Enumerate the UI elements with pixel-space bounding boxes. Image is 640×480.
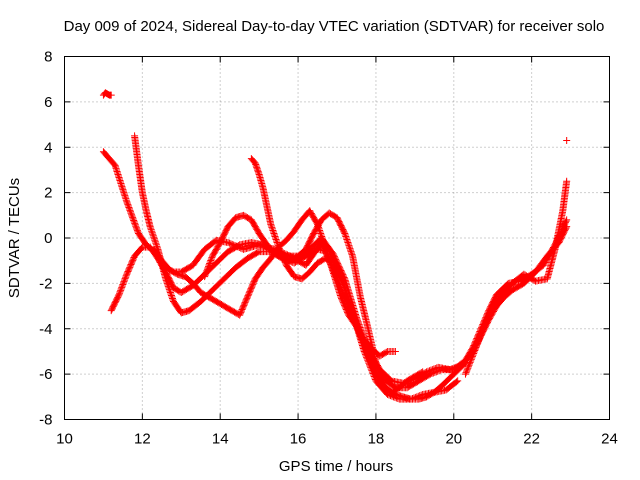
x-tick-label: 20 [445, 431, 462, 448]
chart-title: Day 009 of 2024, Sidereal Day-to-day VTE… [64, 18, 605, 35]
x-tick-label: 24 [601, 431, 618, 448]
series-track-9 [563, 136, 571, 144]
y-tick-label: 0 [44, 230, 52, 247]
x-tick-label: 10 [56, 431, 73, 448]
y-tick-label: 4 [44, 139, 52, 156]
x-tick-label: 22 [523, 431, 540, 448]
series-track-1 [99, 89, 115, 99]
series-track-8 [461, 177, 571, 378]
y-axis-label: SDTVAR / TECUs [6, 178, 23, 298]
y-tick-label: -2 [39, 275, 52, 292]
series-track-4 [131, 132, 462, 403]
y-tick-label: -4 [39, 321, 52, 338]
grid [64, 56, 610, 420]
y-tick-label: -6 [39, 366, 52, 383]
x-tick-label: 14 [212, 431, 229, 448]
y-tick-label: -8 [39, 412, 52, 429]
data-series [99, 89, 571, 403]
series-track-5 [201, 209, 427, 396]
x-tick-label: 18 [368, 431, 385, 448]
y-tick-label: 8 [44, 49, 52, 66]
y-tick-label: 2 [44, 185, 52, 202]
x-tick-label: 16 [290, 431, 307, 448]
series-track-7 [150, 207, 399, 360]
x-tick-label: 12 [134, 431, 151, 448]
y-tick-label: 6 [44, 94, 52, 111]
x-axis-label: GPS time / hours [279, 458, 393, 475]
